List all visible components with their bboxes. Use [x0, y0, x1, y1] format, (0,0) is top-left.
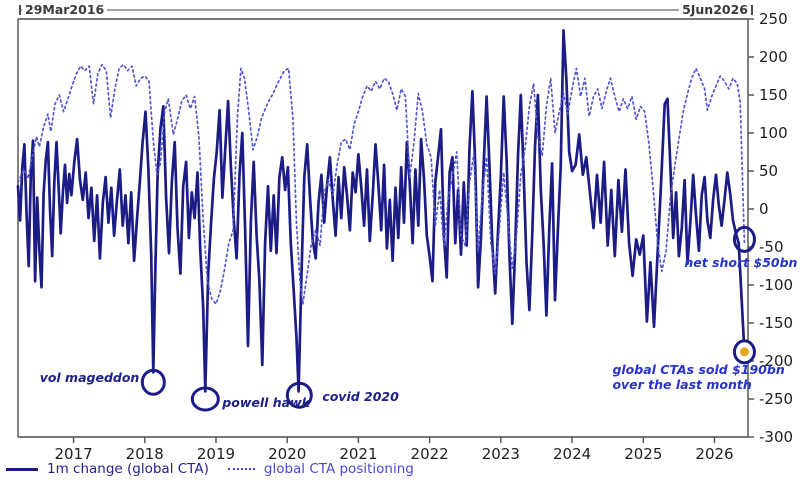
- y-tick-label: -50: [759, 238, 784, 256]
- x-tick-label: 2025: [624, 445, 662, 463]
- annotation-ctas-sold: global CTAs sold $190bn over the last mo…: [612, 361, 785, 393]
- y-tick-label: -250: [759, 390, 793, 408]
- y-tick-label: 50: [759, 162, 778, 180]
- start-date-label: 29Mar2016: [22, 2, 108, 17]
- x-tick-label: 2021: [339, 445, 377, 463]
- solid-line-swatch: [6, 467, 38, 471]
- date-range-right-tick: [751, 5, 753, 15]
- x-tick-label: 2024: [553, 445, 591, 463]
- x-tick-label: 2018: [126, 445, 164, 463]
- date-range-line: [19, 9, 753, 11]
- x-tick-label: 2026: [695, 445, 733, 463]
- annotation-powell-hawk: powell hawk: [222, 395, 310, 410]
- annotation-net-short: net short $50bn: [684, 255, 798, 271]
- vol-mageddon-circle: [140, 368, 166, 396]
- x-tick-label: 2017: [54, 445, 92, 463]
- legend: 1m change (global CTA) global CTA positi…: [6, 459, 414, 479]
- ctas-sold-circle-dot: [739, 347, 749, 357]
- x-tick-label: 2023: [482, 445, 520, 463]
- powell-hawk-circle: [190, 386, 220, 412]
- y-tick-label: -100: [759, 276, 793, 294]
- net-short-circle: [732, 225, 756, 253]
- y-tick-label: 150: [759, 86, 788, 104]
- annotation-covid-2020: covid 2020: [322, 389, 399, 405]
- y-tick-label: 100: [759, 124, 788, 142]
- legend-label-positioning: global CTA positioning: [263, 461, 414, 477]
- end-date-label: 5Jun2026: [679, 2, 751, 17]
- series-positioning-line: [17, 63, 746, 305]
- x-tick-label: 2022: [411, 445, 449, 463]
- x-tick-label: 2020: [268, 445, 306, 463]
- x-tick-label: 2019: [197, 445, 235, 463]
- series-1m-change-line: [16, 29, 746, 393]
- annotation-vol-mageddon: vol mageddon: [39, 370, 140, 386]
- y-tick-label: 250: [759, 10, 788, 28]
- y-tick-label: -150: [759, 314, 793, 332]
- legend-label-1m-change: 1m change (global CTA): [47, 461, 209, 477]
- date-range-left-tick: [19, 5, 21, 15]
- covid-2020-circle: [285, 381, 313, 409]
- dotted-line-swatch: [227, 468, 255, 470]
- y-tick-label: 0: [759, 200, 769, 218]
- y-tick-label: -200: [759, 352, 793, 370]
- y-tick-label: -300: [759, 428, 793, 446]
- y-tick-label: 200: [759, 48, 788, 66]
